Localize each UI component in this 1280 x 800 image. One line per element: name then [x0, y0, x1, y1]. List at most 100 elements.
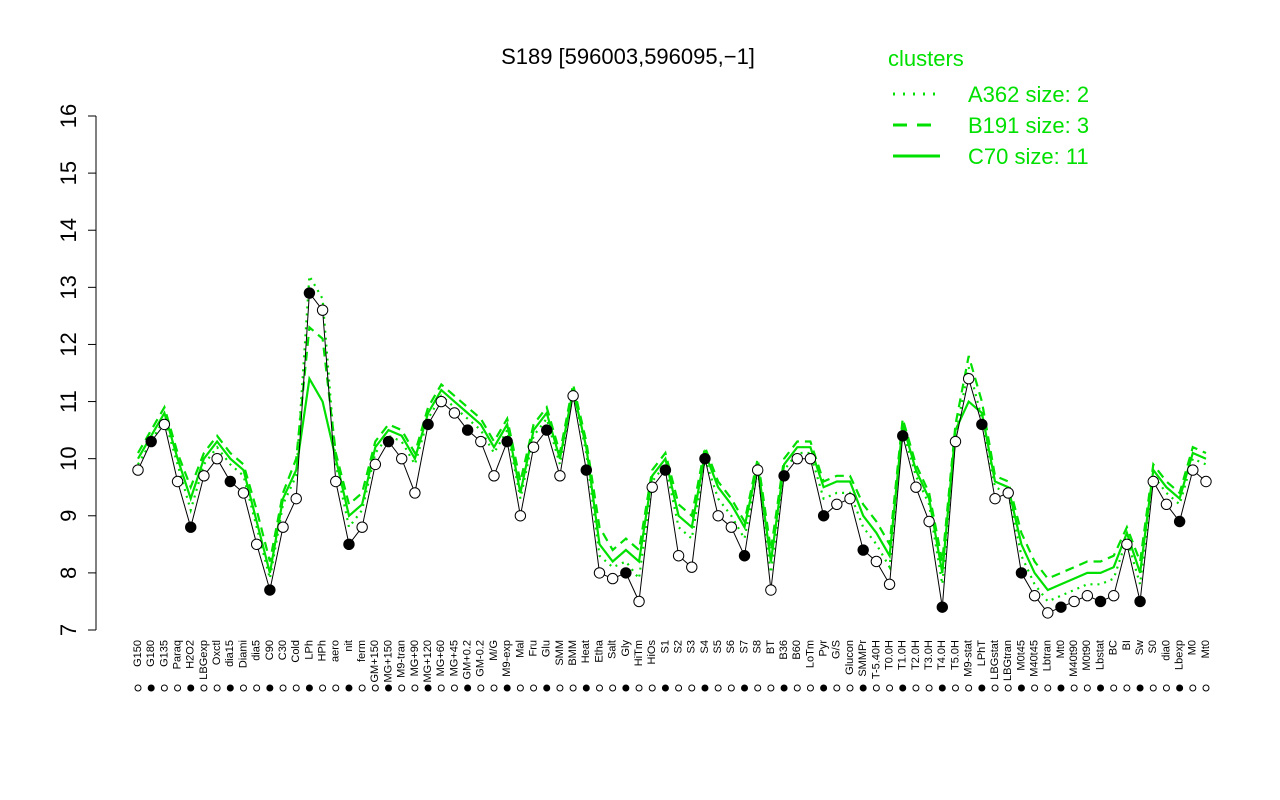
x-category-label: T0.0H	[883, 640, 895, 670]
x-category-label: M40t45	[1028, 640, 1040, 677]
x-marker	[253, 684, 261, 692]
x-marker	[806, 684, 814, 692]
x-marker	[292, 684, 300, 692]
x-marker	[516, 684, 524, 692]
x-marker	[1017, 684, 1025, 692]
legend: clusters A362 size: 2 B191 size: 3 C70 s…	[888, 46, 1089, 169]
x-category-label: Gly	[620, 640, 632, 657]
x-marker	[622, 684, 630, 692]
point-connector-line	[137, 291, 1207, 614]
x-marker	[767, 684, 775, 692]
x-category-label: HiOs	[646, 640, 658, 665]
data-point	[1160, 498, 1173, 511]
y-tick-label: 8	[56, 567, 81, 579]
cluster-line-a362	[137, 272, 1207, 603]
x-marker	[1044, 684, 1052, 692]
data-point	[382, 435, 395, 448]
y-tick-label: 7	[56, 624, 81, 636]
x-category-label: S4	[699, 640, 711, 653]
x-category-label: Sw	[1134, 640, 1146, 655]
x-category-label: Etha	[593, 639, 605, 663]
x-marker	[371, 684, 379, 692]
x-category-label: M40t90	[1068, 640, 1080, 677]
x-category-label: T2.0H	[910, 640, 922, 670]
x-category-label: H2O2	[185, 640, 197, 669]
x-marker	[569, 684, 577, 692]
x-category-label: aero	[330, 640, 342, 662]
data-point	[277, 521, 289, 533]
x-category-label: S0	[1147, 640, 1159, 653]
x-category-label: B60	[791, 640, 803, 660]
x-marker	[1149, 684, 1157, 692]
x-marker	[688, 684, 696, 692]
data-point	[923, 515, 935, 528]
x-marker	[543, 684, 551, 692]
data-point	[541, 424, 553, 436]
data-point	[435, 395, 447, 408]
data-point	[976, 418, 988, 431]
data-point	[752, 464, 764, 476]
data-point	[936, 601, 948, 613]
x-category-label: M/G	[488, 640, 500, 661]
x-category-labels: G150 G180 G135 Paraq H2O2 LBGexp Oxctl dia15 Dia…	[132, 639, 1212, 682]
legend-title: clusters	[888, 46, 964, 71]
y-tick-label: 12	[56, 332, 81, 356]
x-marker	[899, 684, 907, 692]
x-marker	[477, 684, 485, 692]
x-category-label: MG+60	[435, 640, 447, 676]
cluster-line-c70	[137, 375, 1207, 592]
x-category-label: GM+0.2	[462, 640, 474, 679]
data-point	[1028, 590, 1041, 602]
x-marker	[503, 684, 511, 692]
x-category-label: Lbtran	[1042, 640, 1054, 671]
data-point	[804, 452, 817, 465]
data-point	[1068, 595, 1080, 608]
x-category-label: Pyr	[818, 640, 830, 657]
data-point	[475, 435, 487, 448]
data-point	[1055, 601, 1067, 613]
x-marker	[648, 684, 656, 692]
x-category-label: Mt0	[1055, 640, 1067, 658]
data-point	[817, 510, 830, 522]
data-point	[791, 452, 803, 465]
x-marker	[358, 684, 366, 692]
data-point	[198, 470, 210, 482]
x-marker	[582, 684, 590, 692]
x-marker	[1189, 684, 1197, 692]
data-point	[501, 435, 513, 448]
data-point	[185, 521, 197, 533]
x-marker	[951, 684, 959, 692]
data-point	[738, 550, 751, 562]
x-marker	[609, 684, 617, 692]
data-point	[949, 435, 962, 448]
x-category-label: C30	[277, 640, 289, 660]
x-marker	[780, 684, 788, 692]
x-category-label: S1	[659, 640, 671, 653]
x-marker	[1004, 684, 1012, 692]
data-point	[1187, 464, 1199, 476]
x-marker	[938, 684, 946, 692]
x-category-label: M0t90	[1081, 640, 1093, 671]
y-tick-label: 14	[56, 218, 81, 242]
x-marker	[661, 684, 669, 692]
x-category-label: Glucon	[844, 640, 856, 675]
data-point	[461, 424, 474, 436]
x-marker	[820, 684, 828, 692]
x-marker	[635, 684, 643, 692]
x-category-label: C90	[264, 640, 276, 660]
data-point	[1081, 590, 1094, 602]
y-tick-label: 9	[56, 510, 81, 522]
x-marker	[741, 684, 749, 692]
x-marker	[859, 684, 867, 692]
x-category-label: SMMPr	[857, 640, 869, 677]
x-marker	[556, 684, 564, 692]
x-marker	[991, 684, 999, 692]
x-marker	[754, 684, 762, 692]
x-category-label: HiTm	[633, 640, 645, 666]
x-marker	[1057, 684, 1065, 692]
data-point	[290, 492, 302, 505]
x-category-label: B36	[778, 640, 790, 660]
data-point	[1121, 538, 1133, 551]
x-marker	[872, 684, 880, 692]
data-point	[488, 470, 500, 482]
